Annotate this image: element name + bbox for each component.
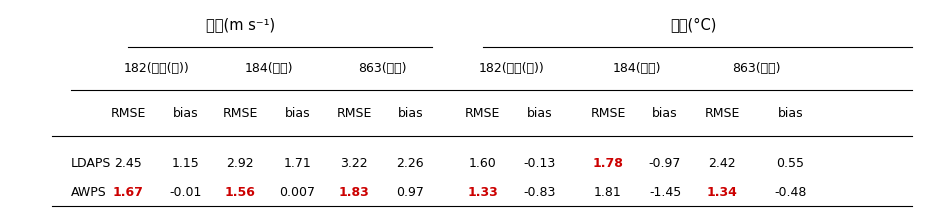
Text: 2.92: 2.92	[226, 157, 255, 170]
Text: 0.97: 0.97	[396, 186, 425, 199]
Text: bias: bias	[653, 107, 677, 120]
Text: 0.007: 0.007	[279, 186, 315, 199]
Text: 1.56: 1.56	[225, 186, 256, 199]
Text: LDAPS: LDAPS	[71, 157, 112, 170]
Text: RMSE: RMSE	[110, 107, 146, 120]
Text: 863(외도): 863(외도)	[358, 62, 407, 75]
Text: -0.97: -0.97	[649, 157, 681, 170]
Text: -0.01: -0.01	[169, 186, 201, 199]
Text: 184(제주): 184(제주)	[244, 62, 294, 75]
Text: 182(제주(공)): 182(제주(공))	[124, 62, 190, 75]
Text: 1.15: 1.15	[171, 157, 200, 170]
Text: -0.83: -0.83	[523, 186, 556, 199]
Text: 2.45: 2.45	[114, 157, 142, 170]
Text: bias: bias	[398, 107, 423, 120]
Text: 1.33: 1.33	[467, 186, 498, 199]
Text: 1.78: 1.78	[593, 157, 623, 170]
Text: 863(외도): 863(외도)	[732, 62, 781, 75]
Text: -0.13: -0.13	[523, 157, 556, 170]
Text: RMSE: RMSE	[336, 107, 372, 120]
Text: 1.67: 1.67	[113, 186, 143, 199]
Text: 1.81: 1.81	[594, 186, 622, 199]
Text: 2.26: 2.26	[396, 157, 425, 170]
Text: 182(제주(공)): 182(제주(공))	[478, 62, 544, 75]
Text: RMSE: RMSE	[222, 107, 258, 120]
Text: RMSE: RMSE	[465, 107, 501, 120]
Text: 184(제주): 184(제주)	[612, 62, 661, 75]
Text: bias: bias	[285, 107, 310, 120]
Text: 3.22: 3.22	[340, 157, 369, 170]
Text: bias: bias	[173, 107, 198, 120]
Text: bias: bias	[778, 107, 803, 120]
Text: 1.71: 1.71	[283, 157, 312, 170]
Text: 기온(°C): 기온(°C)	[671, 17, 716, 32]
Text: -1.45: -1.45	[649, 186, 681, 199]
Text: 1.83: 1.83	[339, 186, 370, 199]
Text: 1.34: 1.34	[707, 186, 737, 199]
Text: bias: bias	[527, 107, 552, 120]
Text: RMSE: RMSE	[590, 107, 626, 120]
Text: 풍속(m s⁻¹): 풍속(m s⁻¹)	[206, 17, 275, 32]
Text: 2.42: 2.42	[708, 157, 736, 170]
Text: AWPS: AWPS	[71, 186, 107, 199]
Text: 0.55: 0.55	[776, 157, 805, 170]
Text: RMSE: RMSE	[704, 107, 740, 120]
Text: 1.60: 1.60	[468, 157, 497, 170]
Text: -0.48: -0.48	[774, 186, 807, 199]
